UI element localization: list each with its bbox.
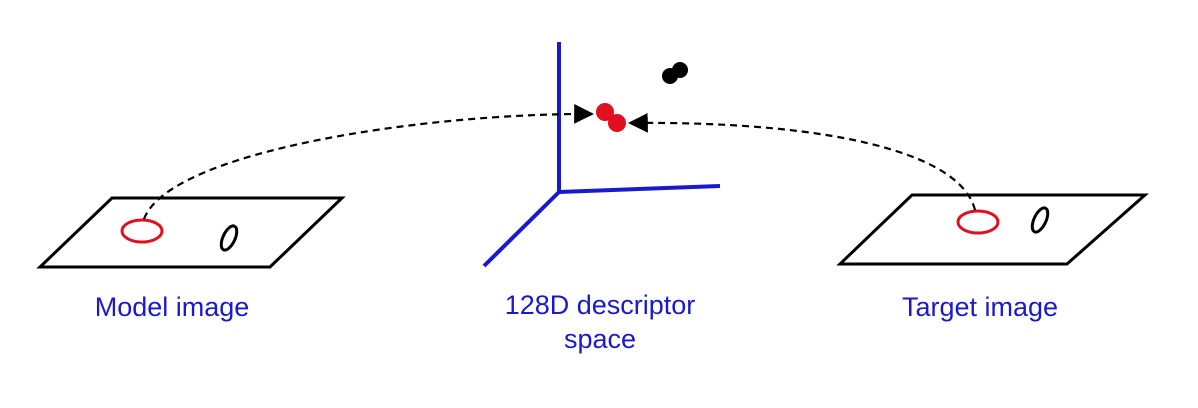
- axis-horizontal: [558, 184, 721, 194]
- target-image-plane: [836, 193, 1149, 266]
- model-mapping-arrow: [142, 103, 594, 220]
- target-image-caption: Target image: [901, 292, 1059, 322]
- descriptor-point-red-target: [608, 114, 626, 132]
- descriptor-point-black-2: [672, 62, 688, 78]
- descriptor-points: [596, 62, 688, 132]
- axis-diagonal: [482, 190, 561, 268]
- model-image-caption: Model image: [94, 292, 250, 322]
- descriptor-space-caption-line1: 128D descriptor: [504, 290, 696, 320]
- target-mapping-arrow: [628, 112, 977, 211]
- descriptor-space-axes: [482, 42, 721, 268]
- target-feature-red: [956, 209, 1000, 235]
- target-feature-black: [1030, 206, 1050, 234]
- descriptor-point-red-model: [596, 103, 614, 121]
- descriptor-space-caption-line2: space: [563, 324, 637, 354]
- model-image-plane: [36, 196, 346, 269]
- descriptor-space-caption: 128D descriptor space: [460, 288, 740, 356]
- model-feature-black: [219, 224, 239, 252]
- model-feature-red: [120, 218, 164, 244]
